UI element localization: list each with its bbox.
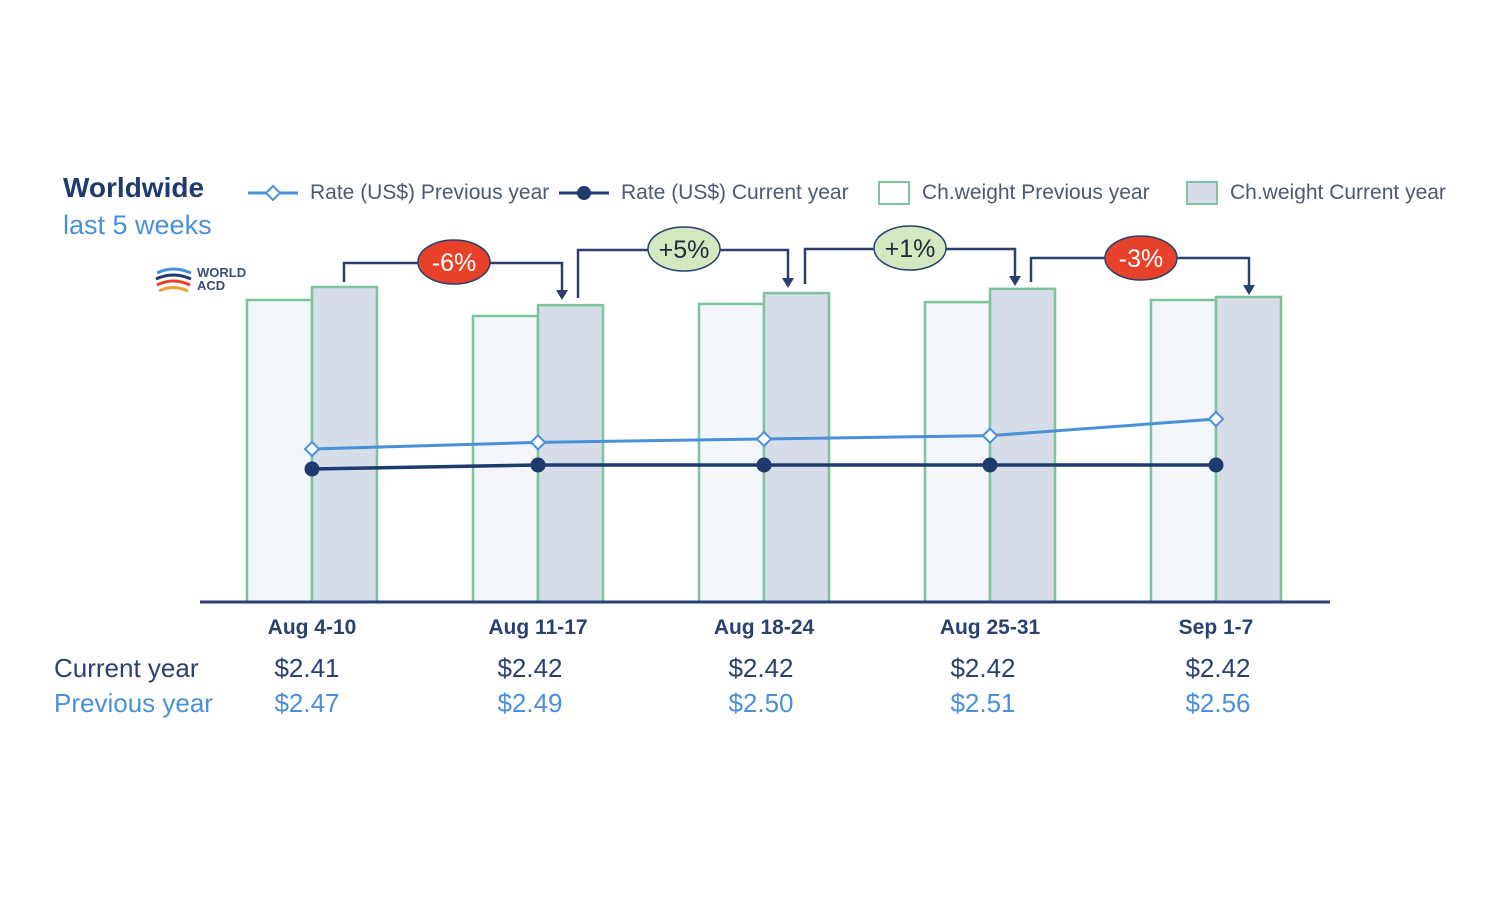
- point-rate-current: [1208, 457, 1224, 473]
- legend-label: Ch.weight Current year: [1230, 181, 1446, 204]
- line-diamond-icon: [248, 184, 298, 202]
- point-rate-current: [756, 457, 772, 473]
- legend-item-weight-current: Ch.weight Current year: [1186, 179, 1446, 207]
- table-cell-current: $2.42: [1185, 653, 1251, 683]
- change-badge: [1104, 235, 1178, 281]
- world-acd-logo: [155, 267, 192, 293]
- legend-label: Rate (US$) Current year: [621, 181, 849, 204]
- point-rate-previous: [529, 433, 547, 451]
- table-cell-current: $2.42: [728, 653, 794, 683]
- legend-label: Ch.weight Previous year: [922, 181, 1150, 204]
- change-badge-label: -6%: [432, 249, 476, 277]
- table-cell-previous: $2.56: [1185, 688, 1251, 718]
- bar-weight-previous: [471, 314, 540, 604]
- point-rate-previous: [755, 430, 773, 448]
- bar-weight-current: [1214, 295, 1283, 604]
- bar-weight-current: [762, 291, 831, 604]
- table-cell-current: $2.42: [950, 653, 1016, 683]
- point-rate-previous: [981, 427, 999, 445]
- arrow-head-icon: [782, 278, 794, 288]
- point-rate-previous: [1207, 410, 1225, 428]
- table-cell-current: $2.41: [274, 653, 340, 683]
- point-rate-current: [530, 457, 546, 473]
- change-badge: [417, 239, 491, 285]
- change-badge-label: +5%: [659, 236, 710, 264]
- bar-weight-previous: [697, 302, 766, 604]
- arrow-head-icon: [556, 290, 568, 300]
- change-badge: [647, 226, 721, 272]
- x-tick-label: Sep 1-7: [1179, 616, 1254, 639]
- legend-label: Rate (US$) Previous year: [310, 181, 550, 204]
- legend-item-rate-current: Rate (US$) Current year: [559, 179, 849, 207]
- arrow-head-icon: [1009, 276, 1021, 286]
- change-badge-label: +1%: [885, 235, 936, 263]
- x-tick-label: Aug 4-10: [268, 616, 357, 639]
- row-label-previous-year: Previous year: [54, 688, 213, 718]
- bar-weight-current: [310, 285, 379, 604]
- row-label-current-year: Current year: [54, 653, 199, 683]
- x-tick-label: Aug 18-24: [714, 616, 815, 639]
- legend-item-rate-previous: Rate (US$) Previous year: [248, 179, 549, 207]
- change-badge: [873, 225, 947, 271]
- chart-title: Worldwide: [63, 172, 205, 203]
- legend-item-weight-previous: Ch.weight Previous year: [878, 179, 1150, 207]
- line-dot-icon: [559, 186, 609, 200]
- bar-weight-current: [536, 303, 605, 604]
- table-cell-current: $2.42: [497, 653, 563, 683]
- logo-text: WORLD ACD: [197, 265, 247, 293]
- bar-weight-previous: [245, 298, 314, 604]
- table-cell-previous: $2.50: [728, 688, 794, 718]
- box-outline-icon: [878, 181, 910, 205]
- point-rate-current: [982, 457, 998, 473]
- point-rate-current: [304, 461, 320, 477]
- x-tick-label: Aug 25-31: [940, 616, 1041, 639]
- x-tick-label: Aug 11-17: [488, 616, 587, 639]
- table-cell-previous: $2.51: [950, 688, 1016, 718]
- table-cell-previous: $2.47: [274, 688, 340, 718]
- arrow-head-icon: [1243, 285, 1255, 295]
- change-badge-label: -3%: [1119, 245, 1163, 273]
- bar-weight-previous: [1149, 298, 1218, 604]
- table-cell-previous: $2.49: [497, 688, 563, 718]
- bar-weight-current: [988, 287, 1057, 604]
- point-rate-previous: [303, 440, 321, 458]
- chart-subtitle: last 5 weeks: [63, 210, 212, 240]
- box-filled-icon: [1186, 181, 1218, 205]
- bar-weight-previous: [923, 300, 992, 604]
